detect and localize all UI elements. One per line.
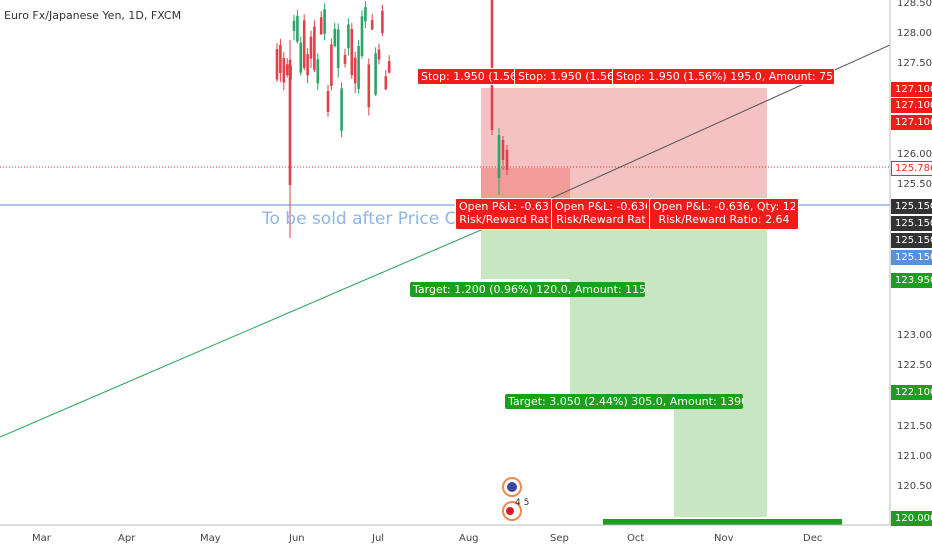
candle-body [302,20,306,68]
time-axis [0,525,890,550]
price-badge: 127.100 [891,115,932,130]
price-tick: 122.500 [897,360,932,372]
price-tick: 121.500 [897,420,932,432]
candle-body [306,54,309,76]
open-pl: Open P&L: -0.636, [555,200,647,213]
candle-body [501,140,505,160]
candle-body [357,46,360,89]
stop-label: Stop: 1.950 (1.56% [514,68,614,85]
open-pl-box: Open P&L: -0.636 Risk/Reward Rat [455,198,553,230]
target-zone-3 [674,205,767,517]
target-label: Target: 1.200 (0.96%) 120.0, Amount: 115… [410,282,645,297]
candle-body [374,53,377,95]
candle-body [340,88,343,131]
price-badge: 125.150 [891,216,932,231]
candle-body [505,150,509,170]
price-badge: 125.150 [891,199,932,214]
candle-body [384,76,388,90]
price-tick: 128.500 [897,0,932,9]
stop-label: Stop: 1.950 (1.56%) 195.0, Amount: 750.4 [612,68,835,85]
price-tick: 126.000 [897,149,932,160]
candle-body [497,135,501,178]
open-pl: Open P&L: -0.636 [459,200,549,213]
price-badge: 125.150 [891,250,932,265]
candle-body [364,7,367,22]
price-badge: 125.150 [891,233,932,248]
price-tick: 128.000 [897,28,932,40]
candle-body [288,60,292,185]
price-tick: 125.500 [897,179,932,191]
month-label: Sep [550,533,569,544]
price-badge: 123.950 [891,273,932,288]
open-pl: Open P&L: -0.636, Qty: 128 [653,200,795,213]
candle-body [490,0,494,130]
month-label: Mar [32,533,51,544]
candle-body [336,29,340,68]
price-badge: 127.100 [891,98,932,113]
trend-line [0,229,482,438]
event-icon-flag [506,507,514,515]
month-label: Aug [459,533,479,544]
candle-body [319,17,323,35]
candle-body [367,64,371,108]
month-label: Apr [118,533,136,544]
candle-body [333,28,337,47]
candle-body [275,49,279,80]
price-badge: 125.786 [891,161,932,176]
risk-reward: Risk/Reward Rat [459,213,549,226]
candle-body [285,64,289,76]
event-icon-flag [507,482,517,492]
price-tick: 121.000 [897,451,932,462]
candle-body [323,9,326,34]
candle-body [360,16,364,56]
risk-reward: Risk/Reward Ratio: 2.64 [658,213,790,226]
target-zone-2 [570,205,674,397]
month-label: Jun [289,533,305,544]
month-label: May [200,533,221,544]
target-label: Target: 3.050 (2.44%) 305.0, Amount: 139… [505,394,743,409]
annotation: To be sold after Price Cl [262,209,462,229]
candle-body [347,24,350,49]
event-count: 4 5 [515,498,530,508]
candle-body [377,49,381,60]
open-pl-box: Open P&L: -0.636, Risk/Reward Rat [551,198,651,230]
price-tick: 127.500 [897,58,932,70]
month-label: Dec [803,533,823,544]
target-box-3 [603,519,842,525]
candle-body [279,44,282,74]
candle-body [299,42,303,73]
open-pl-box: Open P&L: -0.636, Qty: 128 Risk/Reward Ra… [649,198,799,230]
candle-body [343,54,347,64]
stop-label: Stop: 1.950 (1.56 [417,68,519,85]
candle-body [370,20,374,30]
candle-body [350,29,354,76]
candle-body [381,10,384,33]
candle-body [387,61,391,73]
month-label: Oct [627,533,645,544]
price-tick: 120.500 [897,481,932,493]
candle-body [353,57,357,84]
candle-body [330,44,333,87]
candle-body [282,58,286,83]
price-badge: 120.000 [891,511,932,526]
risk-reward: Risk/Reward Rat [556,213,646,226]
price-tick: 123.000 [897,330,932,342]
price-badge: 127.100 [891,82,932,97]
candle-body [309,36,313,59]
month-label: Jul [372,533,385,544]
candles [275,0,509,238]
month-label: Nov [714,533,734,544]
price-badge: 122.100 [891,385,932,400]
candle-body [316,59,320,84]
candle-body [326,90,330,112]
candle-body [292,20,296,31]
symbol-title: Euro Fx/Japanese Yen, 1D, FXCM [4,9,182,22]
candle-body [313,26,316,70]
candle-body [296,15,299,42]
